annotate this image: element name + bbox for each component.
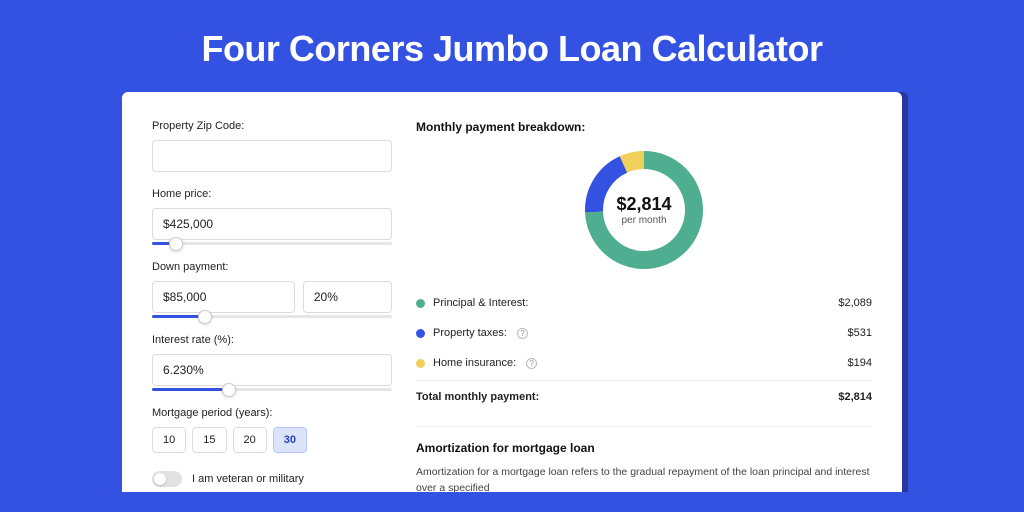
mortgage-period-field-group: Mortgage period (years): 10 15 20 30 — [152, 407, 392, 453]
zip-label: Property Zip Code: — [152, 120, 392, 132]
veteran-toggle-row: I am veteran or military — [152, 471, 392, 487]
home-price-field-group: Home price: — [152, 188, 392, 245]
legend-value-principal: $2,089 — [838, 297, 872, 309]
period-btn-15[interactable]: 15 — [192, 427, 226, 453]
legend-dot-principal — [416, 299, 425, 308]
breakdown-header: Monthly payment breakdown: — [416, 120, 872, 134]
veteran-toggle-label: I am veteran or military — [192, 473, 304, 485]
interest-rate-slider-thumb[interactable] — [222, 383, 236, 397]
zip-field-group: Property Zip Code: — [152, 120, 392, 172]
interest-rate-input[interactable] — [152, 354, 392, 386]
legend-dot-insurance — [416, 359, 425, 368]
amortization-section: Amortization for mortgage loan Amortizat… — [416, 426, 872, 492]
donut-amount: $2,814 — [616, 194, 671, 215]
breakdown-column: Monthly payment breakdown: $2,814 per mo… — [416, 120, 872, 492]
amortization-header: Amortization for mortgage loan — [416, 441, 872, 455]
donut-sub: per month — [621, 215, 666, 226]
legend-label-taxes: Property taxes: — [433, 327, 507, 339]
home-price-label: Home price: — [152, 188, 392, 200]
down-payment-pct-input[interactable] — [303, 281, 392, 313]
down-payment-input[interactable] — [152, 281, 295, 313]
veteran-toggle[interactable] — [152, 471, 182, 487]
info-icon[interactable]: ? — [517, 328, 528, 339]
veteran-toggle-knob — [154, 473, 166, 485]
mortgage-period-label: Mortgage period (years): — [152, 407, 392, 419]
page-title: Four Corners Jumbo Loan Calculator — [0, 0, 1024, 92]
home-price-slider[interactable] — [152, 242, 392, 245]
calculator-card: Property Zip Code: Home price: Down paym… — [122, 92, 902, 492]
home-price-input[interactable] — [152, 208, 392, 240]
legend-row-insurance: Home insurance: ? $194 — [416, 348, 872, 378]
donut-chart-wrap: $2,814 per month — [416, 144, 872, 288]
mortgage-period-buttons: 10 15 20 30 — [152, 427, 392, 453]
down-payment-slider[interactable] — [152, 315, 392, 318]
legend-label-principal: Principal & Interest: — [433, 297, 528, 309]
info-icon[interactable]: ? — [526, 358, 537, 369]
down-payment-label: Down payment: — [152, 261, 392, 273]
legend-label-total: Total monthly payment: — [416, 391, 539, 403]
legend-row-principal: Principal & Interest: $2,089 — [416, 288, 872, 318]
interest-rate-label: Interest rate (%): — [152, 334, 392, 346]
zip-input[interactable] — [152, 140, 392, 172]
interest-rate-field-group: Interest rate (%): — [152, 334, 392, 391]
legend-value-insurance: $194 — [848, 357, 872, 369]
legend-value-total: $2,814 — [838, 391, 872, 403]
period-btn-10[interactable]: 10 — [152, 427, 186, 453]
legend-row-total: Total monthly payment: $2,814 — [416, 380, 872, 412]
legend-value-taxes: $531 — [848, 327, 872, 339]
period-btn-30[interactable]: 30 — [273, 427, 307, 453]
legend-list: Principal & Interest: $2,089 Property ta… — [416, 288, 872, 412]
legend-label-insurance: Home insurance: — [433, 357, 516, 369]
form-column: Property Zip Code: Home price: Down paym… — [152, 120, 392, 492]
interest-rate-slider[interactable] — [152, 388, 392, 391]
interest-rate-slider-fill — [152, 388, 229, 391]
down-payment-slider-thumb[interactable] — [198, 310, 212, 324]
legend-row-taxes: Property taxes: ? $531 — [416, 318, 872, 348]
down-payment-field-group: Down payment: — [152, 261, 392, 318]
period-btn-20[interactable]: 20 — [233, 427, 267, 453]
home-price-slider-thumb[interactable] — [169, 237, 183, 251]
amortization-text: Amortization for a mortgage loan refers … — [416, 465, 872, 492]
legend-dot-taxes — [416, 329, 425, 338]
donut-chart: $2,814 per month — [584, 150, 704, 270]
